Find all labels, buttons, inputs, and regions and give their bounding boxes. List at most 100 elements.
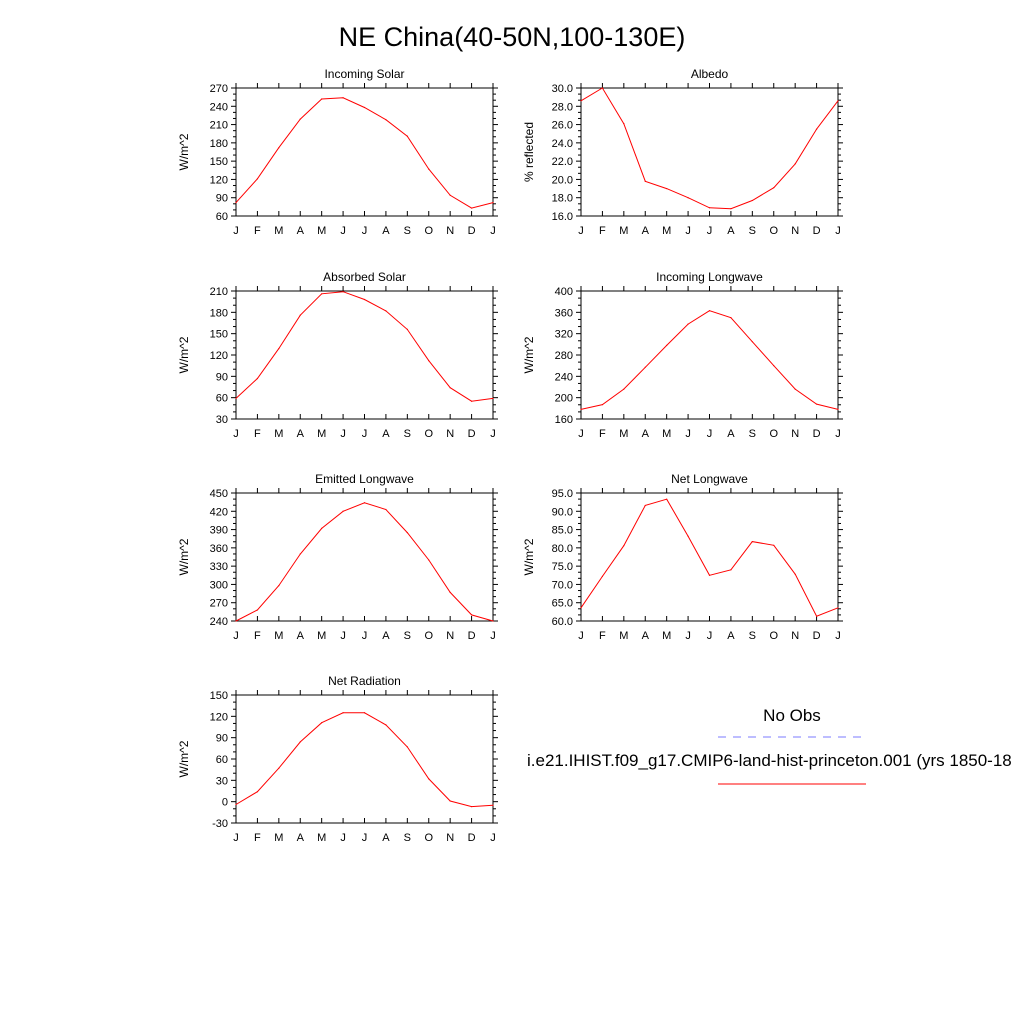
panel-incoming-longwave: J F M A M J J A S O N D J160200240280320360400Incomi… [522, 270, 843, 440]
y-tick-label: 360 [555, 307, 573, 319]
y-tick-label: 85.0 [552, 525, 573, 537]
data-point [342, 510, 344, 512]
y-tick-label: 390 [210, 525, 228, 537]
y-tick-label: 240 [210, 101, 228, 113]
data-point [299, 118, 301, 120]
data-point [580, 607, 582, 609]
x-tick-label: F [599, 630, 606, 642]
data-point [299, 741, 301, 743]
data-point [406, 532, 408, 534]
data-point [428, 559, 430, 561]
data-point [278, 585, 280, 587]
data-point [406, 328, 408, 330]
data-point [449, 194, 451, 196]
data-point [256, 609, 259, 611]
x-tick-label: J [490, 428, 496, 440]
x-tick-label: D [468, 428, 476, 440]
data-point [278, 767, 280, 769]
data-point [428, 168, 430, 170]
data-point [470, 806, 473, 808]
data-point [730, 317, 732, 319]
x-tick-label: N [791, 225, 799, 237]
x-tick-label: N [791, 428, 799, 440]
data-point [601, 575, 604, 577]
x-tick-label: S [404, 832, 411, 844]
plot-frame [235, 492, 494, 622]
data-point [363, 106, 366, 109]
data-point [256, 178, 259, 180]
data-point [580, 408, 582, 410]
plot-frame [235, 694, 494, 824]
y-tick-label: 420 [210, 506, 228, 518]
data-point [406, 135, 408, 137]
y-tick-label: 270 [210, 83, 228, 95]
data-point [708, 207, 711, 209]
y-tick-label: 180 [210, 307, 228, 319]
x-tick-label: O [424, 428, 433, 440]
y-tick-label: 280 [555, 350, 573, 362]
x-tick-label: F [254, 428, 261, 440]
x-tick-label: A [297, 428, 305, 440]
x-tick-label: S [404, 428, 411, 440]
series-line-incoming-solar [235, 97, 494, 209]
x-tick-label: A [727, 428, 735, 440]
data-point [492, 620, 494, 622]
data-point [449, 800, 451, 802]
x-tick-label: J [835, 225, 841, 237]
x-tick-label: N [446, 225, 454, 237]
y-tick-label: 22.0 [552, 156, 573, 168]
x-tick-label: D [468, 630, 476, 642]
x-tick-label: M [662, 225, 671, 237]
data-point [666, 498, 668, 500]
panel-incoming-solar: J F M A M J J A S O N D J6090120150180210240270Incom… [177, 67, 498, 237]
x-tick-label: N [446, 832, 454, 844]
y-tick-label: 80.0 [552, 543, 573, 555]
x-tick-label: A [382, 428, 390, 440]
panel-albedo: J F M A M J J A S O N D J16.018.020.022.024.026.028.… [522, 67, 843, 237]
data-point [580, 100, 582, 102]
x-tick-label: D [813, 428, 821, 440]
data-point [363, 712, 366, 714]
data-point [363, 298, 366, 301]
x-tick-label: N [446, 630, 454, 642]
y-axis-label: W/m^2 [177, 740, 191, 777]
data-point [235, 803, 237, 806]
x-tick-label: O [424, 832, 433, 844]
x-tick-label: A [727, 225, 735, 237]
x-tick-label: N [446, 428, 454, 440]
data-point [235, 397, 237, 399]
data-point [235, 620, 237, 622]
data-point [815, 403, 818, 405]
data-point [428, 360, 430, 362]
panel-emitted-longwave: J F M A M J J A S O N D J240270300330360390420450Emi… [177, 472, 498, 642]
y-tick-label: 180 [210, 138, 228, 150]
data-point [623, 388, 625, 390]
x-tick-label: J [685, 225, 691, 237]
data-point [644, 366, 646, 368]
legend-model-label: i.e21.IHIST.f09_g17.CMIP6-land-hist-prin… [527, 751, 1012, 770]
y-tick-label: 60 [216, 754, 228, 766]
data-point [730, 208, 732, 210]
data-point [470, 207, 473, 209]
data-point [794, 388, 796, 390]
data-point [492, 397, 494, 399]
y-tick-label: 0 [222, 797, 228, 809]
data-point [278, 147, 280, 149]
x-tick-label: M [274, 832, 283, 844]
y-tick-label: 400 [555, 286, 573, 298]
series-line-absorbed-solar [235, 291, 494, 402]
y-tick-label: 60.0 [552, 616, 573, 628]
x-tick-label: J [340, 630, 346, 642]
x-tick-label: F [599, 225, 606, 237]
panel-title: Emitted Longwave [315, 472, 414, 486]
data-point [321, 98, 323, 100]
data-point [299, 314, 301, 316]
y-tick-label: 60 [216, 393, 228, 405]
x-tick-label: S [749, 225, 756, 237]
data-point [321, 293, 323, 295]
y-axis-label: W/m^2 [522, 336, 536, 373]
x-tick-label: D [813, 225, 821, 237]
y-tick-label: 90 [216, 733, 228, 745]
data-point [321, 527, 323, 529]
